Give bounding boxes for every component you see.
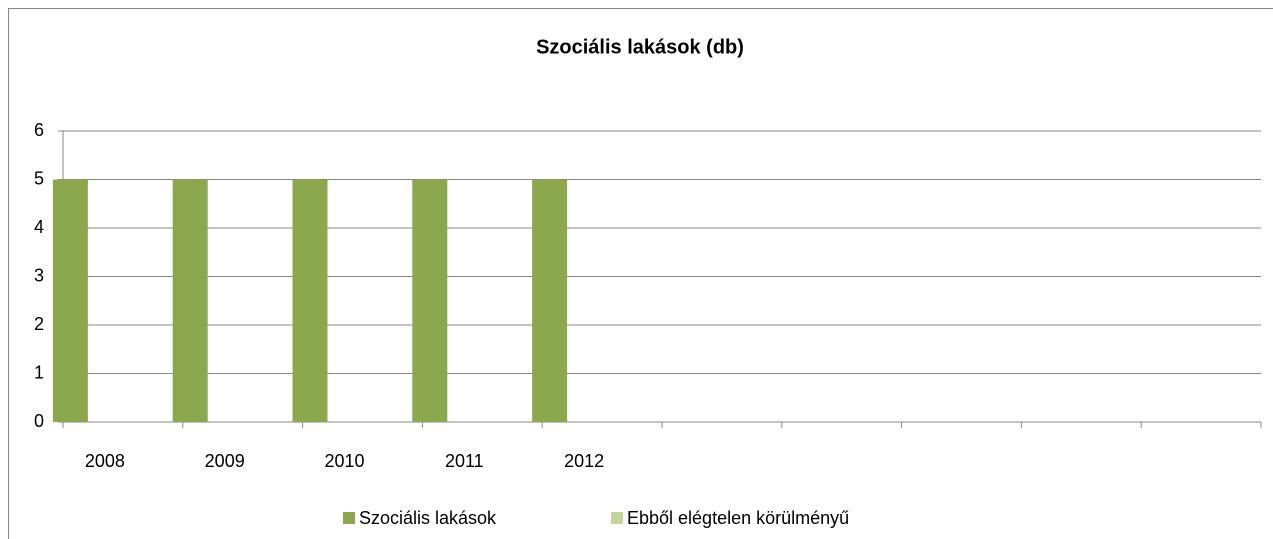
bar bbox=[172, 179, 208, 422]
y-tick-label: 4 bbox=[34, 217, 44, 237]
x-tick-label: 2012 bbox=[564, 451, 604, 471]
bar bbox=[292, 179, 328, 422]
y-tick-label: 6 bbox=[34, 120, 44, 140]
chart-title: Szociális lakások (db) bbox=[536, 36, 744, 58]
chart-frame bbox=[8, 8, 1273, 539]
legend-swatch bbox=[611, 512, 623, 524]
bar bbox=[532, 179, 568, 422]
x-tick-label: 2008 bbox=[85, 451, 125, 471]
y-tick-label: 5 bbox=[34, 168, 44, 188]
bar bbox=[52, 179, 88, 422]
y-tick-label: 3 bbox=[34, 265, 44, 285]
legend-label: Ebből elégtelen körülményű bbox=[627, 508, 849, 528]
bar bbox=[412, 179, 448, 422]
x-tick-label: 2009 bbox=[205, 451, 245, 471]
x-tick-label: 2011 bbox=[445, 451, 484, 471]
legend-swatch bbox=[343, 512, 355, 524]
y-tick-label: 1 bbox=[34, 362, 44, 382]
y-tick-label: 0 bbox=[34, 411, 44, 431]
legend-label: Szociális lakások bbox=[359, 508, 497, 528]
y-tick-label: 2 bbox=[34, 314, 44, 334]
x-tick-label: 2010 bbox=[324, 451, 364, 471]
